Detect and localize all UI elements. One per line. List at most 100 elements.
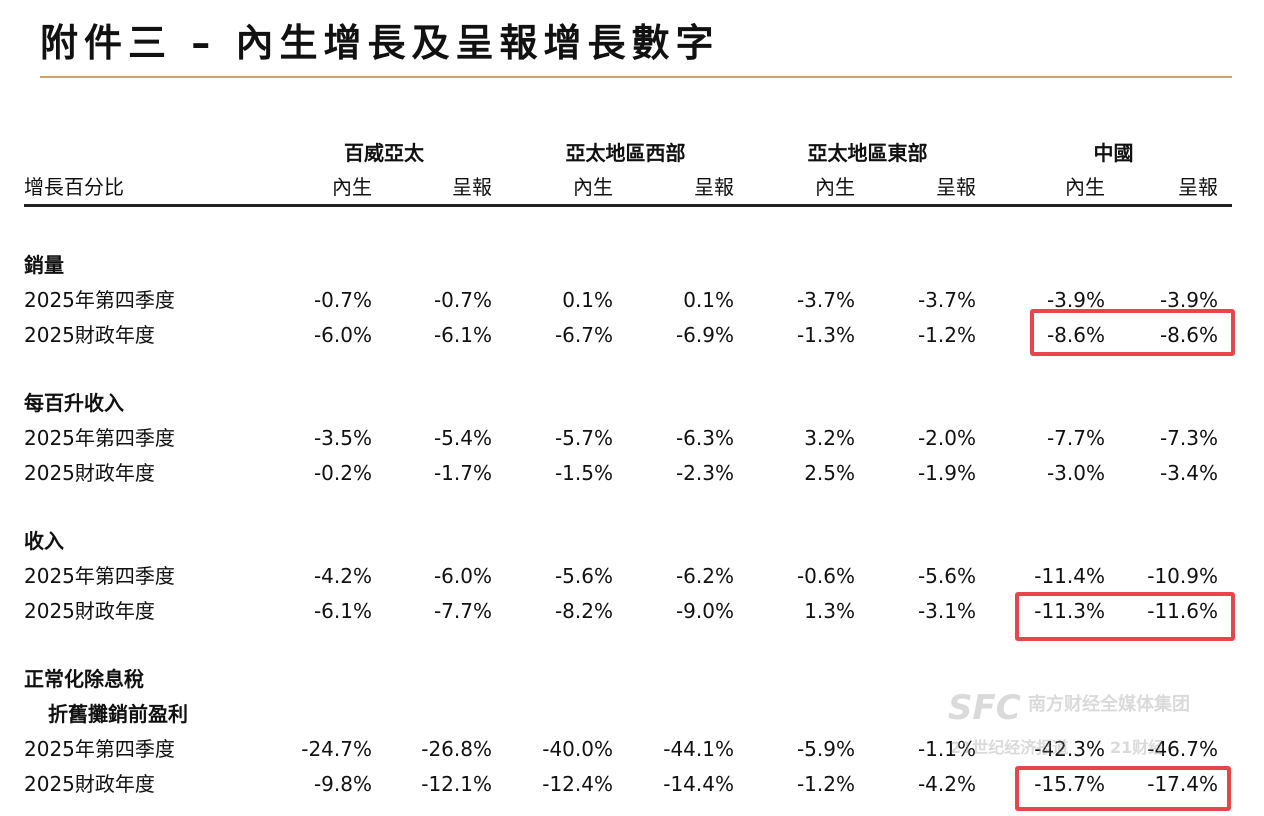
cell: -8.6% [1159, 323, 1218, 347]
cell: -12.1% [421, 772, 492, 796]
row-label: 2025年第四季度 [24, 426, 175, 450]
group-header: 亞太地區西部 [565, 141, 686, 165]
cell: -6.9% [675, 323, 734, 347]
cell: -9.8% [313, 772, 372, 796]
cell: -3.5% [313, 426, 372, 450]
cell: -42.3% [1034, 737, 1105, 761]
header-rule [24, 204, 1232, 207]
cell: -6.0% [433, 564, 492, 588]
cell: -1.2% [917, 323, 976, 347]
cell: -1.5% [554, 461, 613, 485]
cell: -15.7% [1034, 772, 1105, 796]
row-label: 2025財政年度 [24, 323, 155, 347]
cell: -2.3% [675, 461, 734, 485]
cell: -6.1% [433, 323, 492, 347]
cell: -8.6% [1046, 323, 1105, 347]
cell: -4.2% [917, 772, 976, 796]
cell: -40.0% [542, 737, 613, 761]
cell: -6.1% [313, 599, 372, 623]
section-label: 每百升收入 [24, 391, 124, 415]
row-label: 2025年第四季度 [24, 737, 175, 761]
row-label: 2025年第四季度 [24, 564, 175, 588]
column-header: 內生 [332, 175, 372, 199]
cell: -14.4% [663, 772, 734, 796]
group-header: 中國 [1093, 141, 1134, 165]
cell: -3.9% [1046, 288, 1105, 312]
cell: -3.9% [1159, 288, 1218, 312]
cell: -11.3% [1034, 599, 1105, 623]
highlight-box [1015, 592, 1235, 641]
cell: -24.7% [301, 737, 372, 761]
cell: -6.3% [675, 426, 734, 450]
cell: -6.2% [675, 564, 734, 588]
cell: -1.1% [917, 737, 976, 761]
cell: -3.7% [917, 288, 976, 312]
section-label: 正常化除息稅 [24, 667, 144, 691]
cell: -0.2% [313, 461, 372, 485]
cell: -6.0% [313, 323, 372, 347]
cell: -0.7% [433, 288, 492, 312]
metric-header: 增長百分比 [24, 175, 124, 199]
cell: 0.1% [562, 288, 613, 312]
cell: 2.5% [804, 461, 855, 485]
section-label: 銷量 [24, 253, 64, 277]
cell: -4.2% [313, 564, 372, 588]
row-label: 2025財政年度 [24, 599, 155, 623]
cell: -3.1% [917, 599, 976, 623]
watermark: 21财经 [1110, 738, 1165, 757]
cell: -5.7% [554, 426, 613, 450]
cell: -7.3% [1159, 426, 1218, 450]
cell: 0.1% [683, 288, 734, 312]
cell: -11.4% [1034, 564, 1105, 588]
cell: -8.2% [554, 599, 613, 623]
cell: -1.3% [796, 323, 855, 347]
cell: -0.6% [796, 564, 855, 588]
cell: -5.6% [554, 564, 613, 588]
cell: -3.0% [1046, 461, 1105, 485]
cell: -1.9% [917, 461, 976, 485]
cell: -26.8% [421, 737, 492, 761]
title-rule [40, 76, 1232, 78]
column-header: 呈報 [936, 175, 976, 199]
column-header: 呈報 [452, 175, 492, 199]
section-label: 折舊攤銷前盈利 [48, 702, 188, 726]
cell: -17.4% [1147, 772, 1218, 796]
cell: -3.4% [1159, 461, 1218, 485]
row-label: 2025財政年度 [24, 772, 155, 796]
cell: -2.0% [917, 426, 976, 450]
highlight-box [1015, 766, 1231, 811]
cell: -10.9% [1147, 564, 1218, 588]
cell: -0.7% [313, 288, 372, 312]
watermark: SFC [948, 688, 1021, 728]
cell: -7.7% [433, 599, 492, 623]
cell: -7.7% [1046, 426, 1105, 450]
row-label: 2025財政年度 [24, 461, 155, 485]
cell: -6.7% [554, 323, 613, 347]
cell: -1.2% [796, 772, 855, 796]
column-header: 內生 [815, 175, 855, 199]
cell: -12.4% [542, 772, 613, 796]
group-header: 亞太地區東部 [807, 141, 928, 165]
column-header: 內生 [1065, 175, 1105, 199]
cell: -5.4% [433, 426, 492, 450]
watermark: 21世纪经济报道 [950, 738, 1069, 757]
row-label: 2025年第四季度 [24, 288, 175, 312]
highlight-box [1030, 309, 1235, 356]
title: 附件三 – 內生增長及呈報增長數字 [40, 21, 720, 65]
cell: 1.3% [804, 599, 855, 623]
cell: -9.0% [675, 599, 734, 623]
column-header: 呈報 [1178, 175, 1218, 199]
group-header: 百威亞太 [344, 141, 424, 165]
watermark: 南方财经全媒体集团 [1028, 694, 1190, 715]
column-header: 呈報 [694, 175, 734, 199]
cell: -11.6% [1147, 599, 1218, 623]
section-label: 收入 [24, 529, 64, 553]
cell: -46.7% [1147, 737, 1218, 761]
cell: -3.7% [796, 288, 855, 312]
cell: -44.1% [663, 737, 734, 761]
cell: -1.7% [433, 461, 492, 485]
cell: 3.2% [804, 426, 855, 450]
cell: -5.6% [917, 564, 976, 588]
cell: -5.9% [796, 737, 855, 761]
